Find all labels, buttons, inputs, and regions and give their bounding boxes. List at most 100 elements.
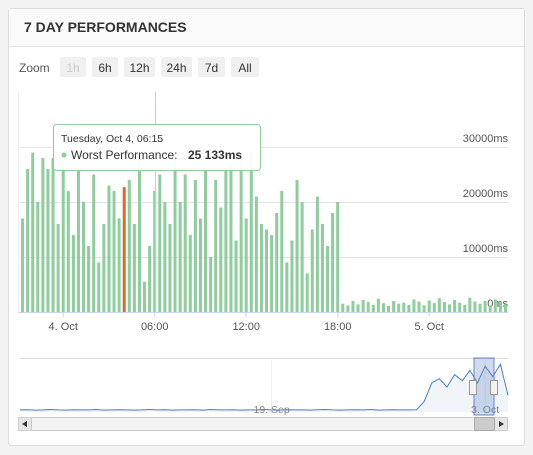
bar [219, 207, 223, 312]
bar [402, 302, 406, 312]
zoom-button[interactable] [198, 57, 225, 77]
navigator-label: 3. Oct [471, 404, 499, 416]
bar [224, 169, 228, 312]
bar [102, 224, 106, 312]
bar [26, 169, 30, 312]
bar [143, 281, 147, 312]
bar [259, 224, 263, 312]
zoom-button-label[interactable]: 6h [98, 61, 111, 75]
bar [432, 303, 436, 312]
bar [336, 202, 340, 312]
bar [132, 224, 136, 312]
bar [493, 299, 497, 312]
navigator-line [19, 362, 509, 411]
bar [127, 180, 131, 312]
bar [168, 224, 172, 312]
y-tick-label: 20000ms [463, 188, 509, 200]
bar [31, 152, 35, 312]
bar [178, 202, 182, 312]
y-tick-label: 30000ms [463, 133, 509, 145]
zoom-label: Zoom [19, 61, 50, 75]
scrollbar-track[interactable] [18, 417, 508, 431]
bar [310, 229, 314, 312]
bar [158, 174, 162, 312]
bar [21, 218, 25, 312]
bar [376, 298, 380, 312]
bar [66, 191, 70, 312]
zoom-button-label[interactable]: 7d [205, 61, 218, 75]
bar [346, 305, 350, 312]
bar [356, 304, 360, 312]
bar [468, 297, 472, 312]
bar [473, 301, 477, 312]
bar [97, 262, 101, 312]
bar [112, 191, 116, 312]
bar [198, 218, 202, 312]
bar [407, 304, 411, 312]
zoom-button-label[interactable]: 24h [166, 61, 186, 75]
zoom-button[interactable] [124, 57, 155, 77]
bar [204, 169, 208, 312]
bar [275, 213, 279, 312]
navigator-handle[interactable] [469, 380, 477, 395]
bar [488, 305, 492, 312]
bar [117, 218, 121, 312]
x-tick-label: 5. Oct [415, 321, 444, 333]
tooltip-series: Worst Performance: [71, 148, 177, 162]
bar [51, 158, 55, 312]
navigator-handle[interactable] [490, 380, 498, 395]
bar [503, 304, 507, 312]
bar [397, 303, 401, 312]
bar [163, 202, 167, 312]
bar [448, 304, 452, 312]
bar [229, 163, 233, 312]
bar [183, 174, 187, 312]
tooltip: Tuesday, Oct 4, 06:15 Worst Performance:… [53, 124, 261, 171]
scrollbar-thumb[interactable] [474, 417, 495, 431]
bar [122, 187, 126, 312]
bar [148, 246, 152, 312]
zoom-button-label[interactable]: All [238, 61, 251, 75]
zoom-button[interactable] [161, 57, 192, 77]
bar [137, 158, 141, 312]
bar [341, 303, 345, 312]
zoom-button[interactable] [231, 57, 259, 77]
x-tick-label: 12:00 [232, 321, 260, 333]
bar [87, 246, 91, 312]
x-tick-label: 4. Oct [49, 321, 78, 333]
bar [214, 180, 218, 312]
bar [76, 169, 80, 312]
bar [381, 303, 385, 312]
tooltip-value: 25 133ms [188, 148, 242, 162]
bar [254, 196, 258, 312]
x-tick-label: 06:00 [141, 321, 169, 333]
zoom-button[interactable] [92, 57, 118, 77]
bar [478, 303, 482, 312]
bar [422, 305, 426, 312]
y-tick-label: 0ms [487, 298, 508, 310]
zoom-button-label[interactable]: 12h [129, 61, 149, 75]
zoom-buttons: 1h 6h 12h 24h 7d All [60, 57, 259, 77]
bar [209, 257, 213, 312]
bar [61, 152, 65, 312]
bar [371, 304, 375, 312]
tooltip-title: Tuesday, Oct 4, 06:15 [61, 133, 163, 145]
bar [437, 298, 441, 312]
panel-header [9, 9, 524, 46]
zoom-button [60, 57, 86, 77]
bar [41, 158, 45, 312]
bar [188, 235, 192, 312]
bar [483, 301, 487, 312]
bar [427, 300, 431, 312]
bar [305, 273, 309, 312]
bar [285, 262, 289, 312]
zoom-button-label: 1h [66, 61, 79, 75]
tooltip-dot [61, 152, 67, 158]
navigator-area [20, 364, 508, 412]
bar [290, 240, 294, 312]
bar [193, 180, 197, 312]
panel-title: 7 DAY PERFORMANCES [24, 19, 187, 35]
bar [46, 169, 50, 312]
bar [234, 240, 238, 312]
